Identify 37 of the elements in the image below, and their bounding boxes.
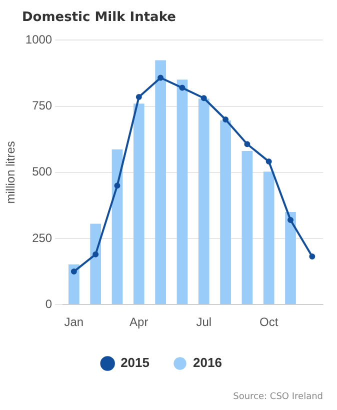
point	[114, 182, 120, 189]
bar	[90, 224, 101, 304]
point	[222, 116, 229, 123]
y-tick-label: 0	[45, 296, 52, 311]
legend-label: 2016	[193, 355, 222, 370]
y-tick-label: 250	[32, 230, 52, 245]
x-tick-label: Jul	[196, 315, 212, 330]
bar	[263, 172, 274, 304]
x-tick-label: Oct	[260, 315, 279, 330]
y-axis-title: million litres	[4, 141, 18, 204]
bar	[198, 98, 210, 304]
bar	[220, 120, 231, 304]
point	[288, 216, 294, 223]
y-tick-label: 1000	[25, 32, 52, 47]
bar	[285, 212, 296, 304]
x-tick-label: Apr	[130, 315, 148, 330]
legend-label: 2015	[120, 355, 150, 370]
y-tick-label: 750	[32, 98, 52, 113]
point	[92, 251, 99, 258]
source-note: Source: CSO Ireland	[233, 392, 323, 402]
point	[244, 141, 250, 148]
x-tick-label: Jan	[64, 315, 84, 330]
bar	[176, 80, 188, 304]
point	[200, 95, 207, 102]
point	[179, 84, 186, 91]
point	[266, 158, 272, 165]
point	[158, 74, 164, 81]
bar	[133, 104, 144, 304]
bar	[112, 149, 123, 304]
chart-title: Domestic Milk Intake	[22, 10, 176, 25]
y-tick-label: 500	[32, 164, 52, 179]
bar	[242, 150, 253, 304]
bar	[155, 60, 166, 304]
point	[70, 268, 77, 275]
point	[136, 94, 142, 100]
point	[309, 253, 316, 260]
bar	[68, 264, 80, 304]
